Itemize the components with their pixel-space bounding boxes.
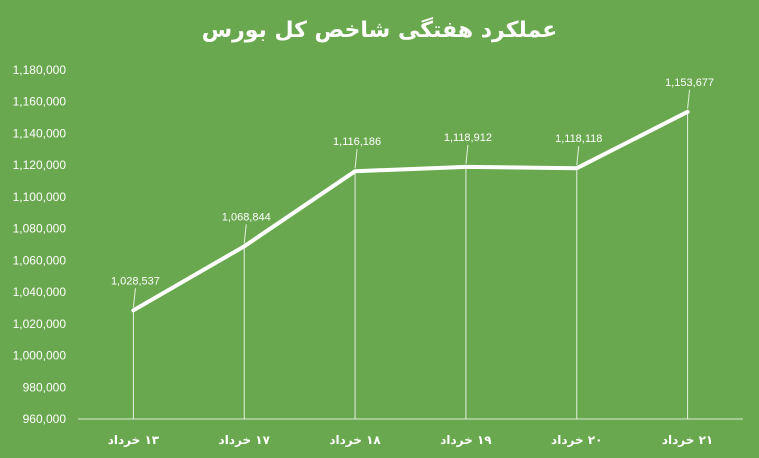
data-label-leader <box>354 149 358 169</box>
data-label-leader <box>576 146 580 166</box>
series-line <box>131 109 690 313</box>
x-tick-label: ۱۹ خرداد <box>440 433 492 447</box>
data-label-leader <box>687 89 691 109</box>
y-tick-label: 1,180,000 <box>13 63 67 77</box>
drop-lines <box>132 111 689 419</box>
y-tick-label: 1,080,000 <box>13 222 67 236</box>
x-axis-labels: ۱۳ خرداد ۱۷ خرداد ۱۸ خرداد ۱۹ خرداد ۲۰ خرداد… <box>108 433 714 447</box>
y-tick-label: 980,000 <box>23 380 67 394</box>
y-tick-label: 1,100,000 <box>13 190 67 204</box>
data-label-leader <box>243 224 247 244</box>
data-label: 1,116,186 <box>333 136 381 148</box>
data-label-leader <box>465 144 469 164</box>
y-axis-ticks: 960,000 980,000 1,000,000 1,020,000 1,040,00… <box>13 63 67 426</box>
data-label-leader <box>132 288 136 308</box>
data-label: 1,153,677 <box>665 77 714 89</box>
x-tick-label: ۲۰ خرداد <box>551 433 602 447</box>
data-label: 1,068,844 <box>222 211 271 223</box>
data-label: 1,118,118 <box>555 133 602 145</box>
y-tick-label: 960,000 <box>23 412 67 426</box>
data-label: 1,028,537 <box>111 275 160 287</box>
data-label: 1,118,912 <box>444 132 492 144</box>
y-tick-label: 1,120,000 <box>13 158 67 172</box>
y-tick-label: 1,040,000 <box>13 285 67 299</box>
x-tick-label: ۱۳ خرداد <box>108 433 160 447</box>
x-tick-label: ۱۸ خرداد <box>329 433 381 447</box>
data-labels: 1,028,537 1,068,844 1,116,186 1,118,912 1,11… <box>111 77 714 308</box>
y-tick-label: 1,140,000 <box>13 126 67 140</box>
y-tick-label: 1,060,000 <box>13 253 67 267</box>
x-tick-label: ۲۱ خرداد <box>662 433 713 447</box>
chart-title: عملکرد هفتگی شاخص کل بورس <box>201 18 558 43</box>
y-tick-label: 1,020,000 <box>13 317 67 331</box>
y-tick-label: 1,160,000 <box>13 95 67 109</box>
y-tick-label: 1,000,000 <box>13 349 67 363</box>
series-line-group <box>131 109 690 313</box>
x-tick-label: ۱۷ خرداد <box>219 433 271 447</box>
